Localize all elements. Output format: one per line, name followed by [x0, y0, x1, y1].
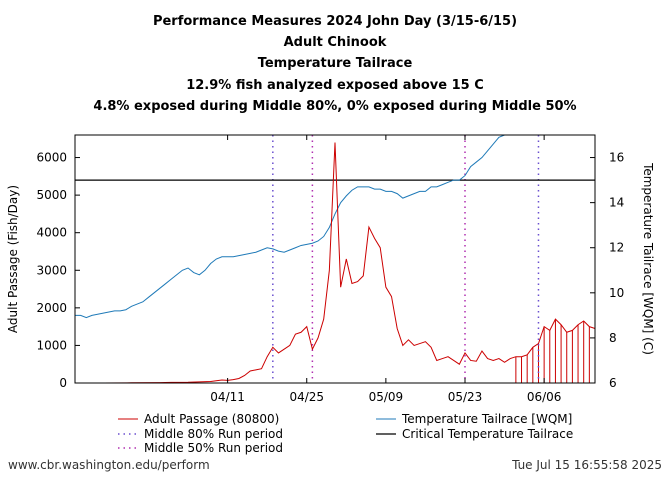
- y-left-tick-label: 2000: [36, 301, 67, 315]
- legend-middle80-label: Middle 80% Run period: [144, 427, 283, 441]
- y-right-tick-label: 10: [609, 286, 624, 300]
- x-tick-label: 05/23: [448, 390, 483, 404]
- x-tick-label: 04/11: [210, 390, 245, 404]
- passage-series-line: [75, 142, 596, 384]
- chart-title-line-5: 4.8% exposed during Middle 80%, 0% expos…: [93, 99, 577, 114]
- plot-frame: [74, 134, 596, 384]
- temperature-series-line: [75, 134, 595, 319]
- y-left-tick-label: 5000: [36, 188, 67, 202]
- y-right-tick-label: 8: [609, 331, 617, 345]
- y-right-tick-label: 16: [609, 151, 624, 165]
- chart-title-line-4: 12.9% fish analyzed exposed above 15 C: [186, 78, 484, 93]
- y-left-tick-label: 4000: [36, 226, 67, 240]
- legend-critical-label: Critical Temperature Tailrace: [402, 427, 573, 441]
- x-tick-label: 05/09: [369, 390, 404, 404]
- y-right-tick-label: 14: [609, 196, 624, 210]
- chart-title-line-1: Performance Measures 2024 John Day (3/15…: [152, 14, 518, 29]
- y-right-tick-label: 12: [609, 241, 624, 255]
- y-left-tick-label: 6000: [36, 151, 67, 165]
- y-left-tick-label: 1000: [36, 338, 67, 352]
- y-right-tick-label: 6: [609, 376, 617, 390]
- chart-title-line-2: Adult Chinook: [283, 35, 387, 50]
- y-right-axis-label: Temperature Tailrace [WQM] (C): [641, 162, 655, 355]
- footer-timestamp: Tue Jul 15 16:55:58 2025: [512, 458, 662, 472]
- legend-middle50-label: Middle 50% Run period: [144, 441, 283, 455]
- x-tick-label: 06/06: [527, 390, 562, 404]
- footer-source-url[interactable]: www.cbr.washington.edu/perform: [8, 458, 210, 472]
- x-tick-label: 04/25: [289, 390, 324, 404]
- y-left-axis-label: Adult Passage (Fish/Day): [6, 185, 20, 333]
- chart-title-line-3: Temperature Tailrace: [257, 56, 413, 71]
- legend-passage-label: Adult Passage (80800): [144, 412, 279, 426]
- y-left-tick-label: 3000: [36, 263, 67, 277]
- y-left-tick-label: 0: [59, 376, 67, 390]
- legend-temperature-label: Temperature Tailrace [WQM]: [401, 412, 572, 426]
